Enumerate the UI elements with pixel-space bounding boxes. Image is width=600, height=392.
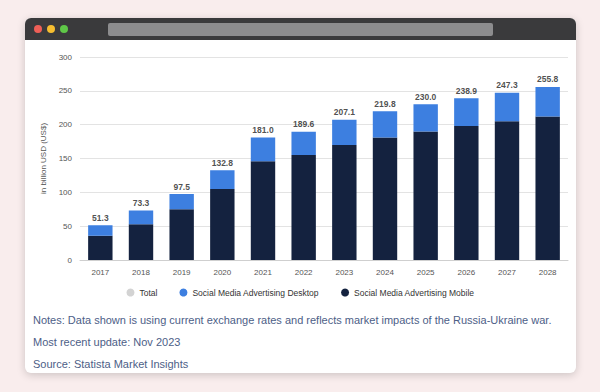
svg-text:2018: 2018 bbox=[132, 268, 150, 277]
svg-text:230.0: 230.0 bbox=[415, 92, 437, 102]
svg-text:Total: Total bbox=[139, 288, 157, 298]
svg-text:207.1: 207.1 bbox=[334, 107, 356, 117]
svg-text:2017: 2017 bbox=[91, 268, 109, 277]
svg-text:in billion USD (US$): in billion USD (US$) bbox=[39, 123, 48, 194]
svg-text:2019: 2019 bbox=[173, 268, 191, 277]
svg-text:300: 300 bbox=[59, 53, 73, 62]
html-text:Source: Statista Market Insigh: Source: Statista Market Insights bbox=[33, 358, 189, 370]
svg-text:247.3: 247.3 bbox=[496, 80, 518, 90]
svg-text:181.0: 181.0 bbox=[252, 125, 274, 135]
svg-text:Social Media Advertising Mobil: Social Media Advertising Mobile bbox=[354, 288, 474, 298]
svg-text:150: 150 bbox=[59, 154, 73, 163]
svg-text:238.9: 238.9 bbox=[456, 86, 478, 96]
svg-text:2022: 2022 bbox=[295, 268, 313, 277]
svg-text:Social Media Advertising Deskt: Social Media Advertising Desktop bbox=[192, 288, 318, 298]
svg-text:250: 250 bbox=[59, 86, 73, 95]
svg-text:2027: 2027 bbox=[498, 268, 516, 277]
svg-text:100: 100 bbox=[59, 188, 73, 197]
svg-text:0: 0 bbox=[68, 256, 73, 265]
svg-text:2024: 2024 bbox=[376, 268, 394, 277]
svg-text:51.3: 51.3 bbox=[92, 213, 109, 223]
svg-text:50: 50 bbox=[63, 222, 72, 231]
svg-text:132.8: 132.8 bbox=[212, 158, 234, 168]
svg-text:200: 200 bbox=[59, 120, 73, 129]
svg-text:73.3: 73.3 bbox=[133, 198, 150, 208]
svg-text:255.8: 255.8 bbox=[537, 74, 559, 84]
svg-text:2026: 2026 bbox=[457, 268, 475, 277]
svg-text:2023: 2023 bbox=[335, 268, 353, 277]
svg-text:2025: 2025 bbox=[417, 268, 435, 277]
svg-text:219.8: 219.8 bbox=[374, 99, 396, 109]
svg-text:2021: 2021 bbox=[254, 268, 272, 277]
html-text:Most recent update: Nov 2023: Most recent update: Nov 2023 bbox=[33, 336, 181, 348]
svg-text:189.6: 189.6 bbox=[293, 119, 315, 129]
svg-text:97.5: 97.5 bbox=[173, 182, 190, 192]
html-text:Notes: Data shown is using cur: Notes: Data shown is using current excha… bbox=[33, 314, 552, 326]
svg-text:2020: 2020 bbox=[213, 268, 231, 277]
svg-text:2028: 2028 bbox=[539, 268, 557, 277]
